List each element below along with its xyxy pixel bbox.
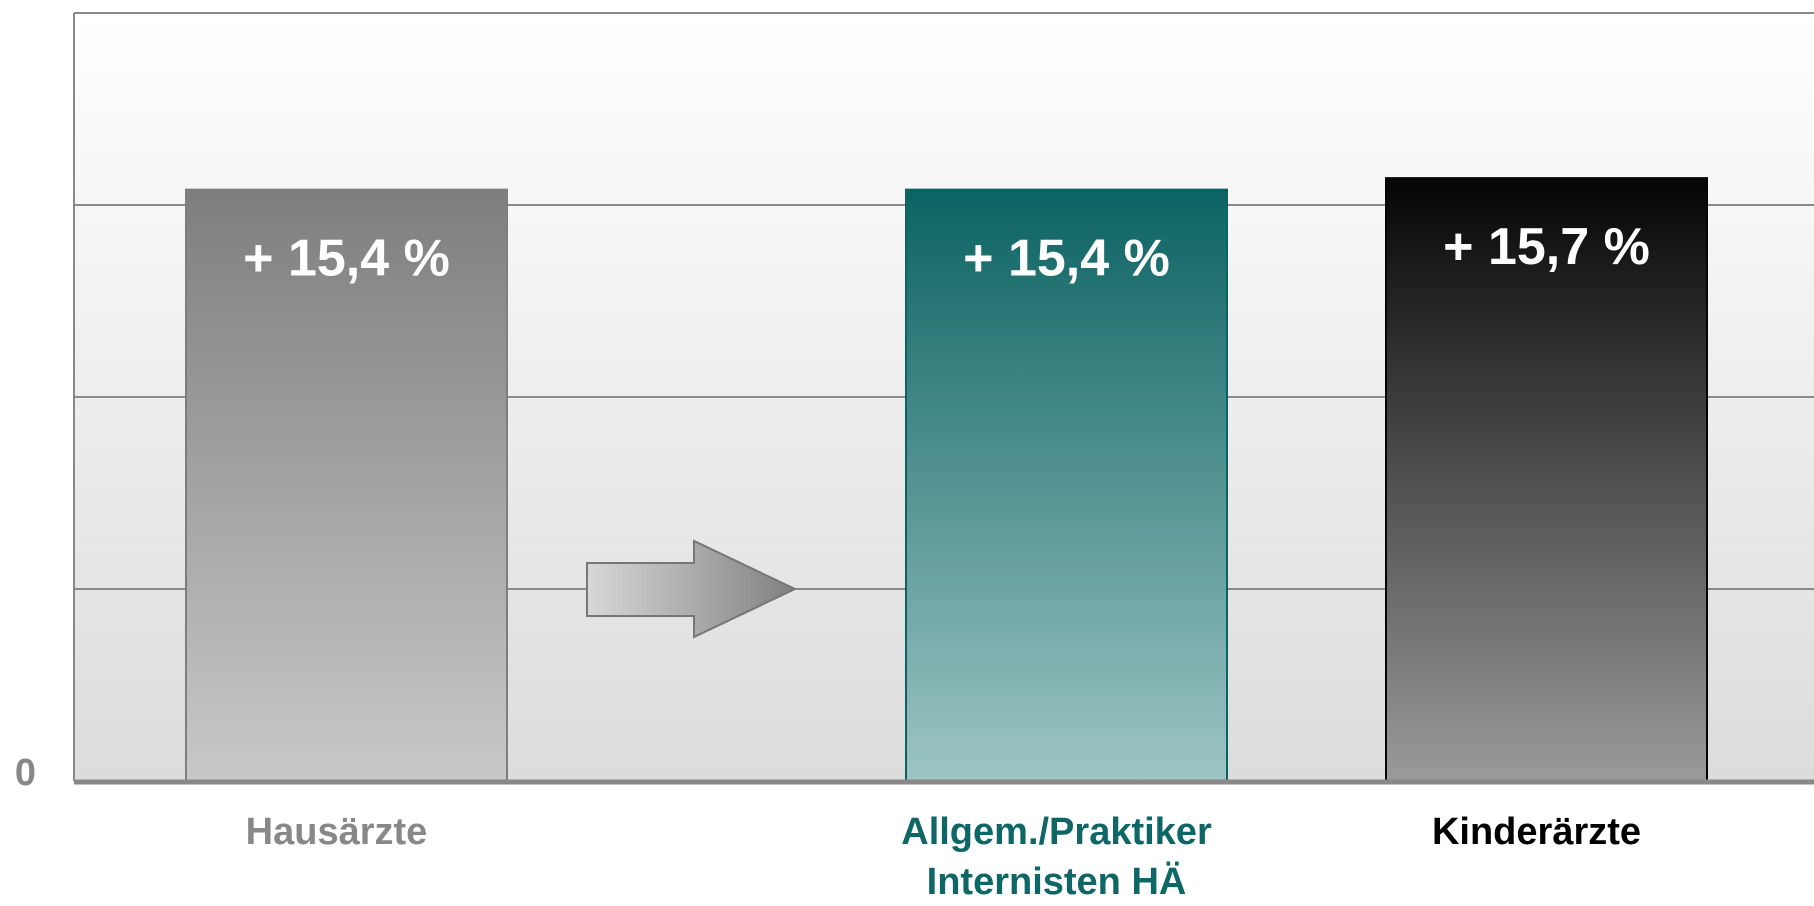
- x-tick-label: Kinderärzte: [1432, 811, 1641, 853]
- value-label: + 15,4 %: [243, 229, 450, 287]
- bar: [1385, 177, 1708, 782]
- value-label: + 15,7 %: [1443, 218, 1650, 276]
- x-tick-label: Allgem./Praktiker Internisten HÄ: [901, 811, 1212, 903]
- y-tick-label: 0: [15, 752, 36, 794]
- arrow: [586, 539, 798, 639]
- bar: [185, 188, 508, 782]
- bar: [905, 188, 1228, 782]
- x-tick-label: Hausärzte: [246, 811, 428, 853]
- value-label: + 15,4 %: [963, 229, 1170, 287]
